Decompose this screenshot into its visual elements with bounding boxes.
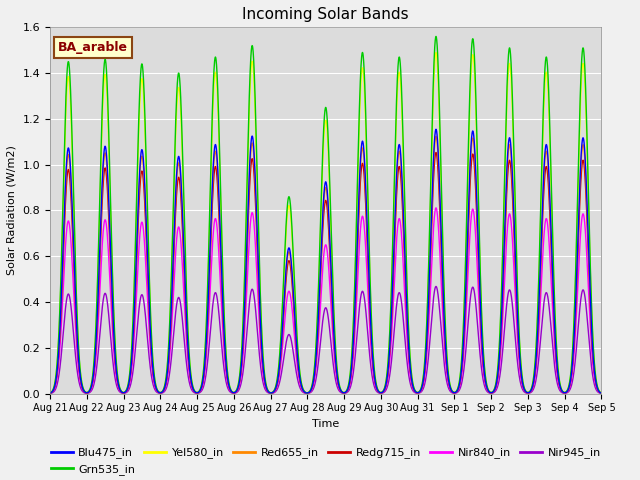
X-axis label: Time: Time [312, 419, 339, 429]
Title: Incoming Solar Bands: Incoming Solar Bands [243, 7, 409, 22]
Legend: Blu475_in, Grn535_in, Yel580_in, Red655_in, Redg715_in, Nir840_in, Nir945_in: Blu475_in, Grn535_in, Yel580_in, Red655_… [46, 443, 605, 480]
Y-axis label: Solar Radiation (W/m2): Solar Radiation (W/m2) [7, 145, 17, 276]
Text: BA_arable: BA_arable [58, 41, 128, 54]
